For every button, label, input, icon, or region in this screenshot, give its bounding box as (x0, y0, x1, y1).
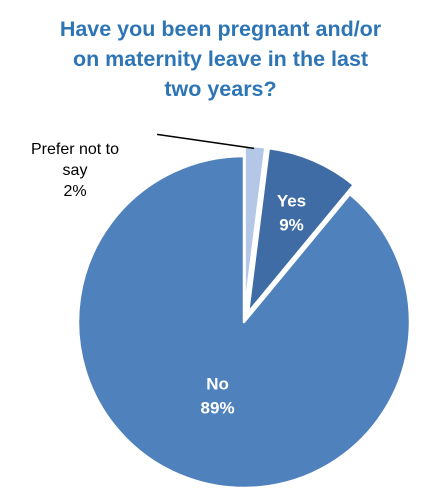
leader-line-prefer-not-to-say (156, 133, 255, 150)
chart-title-line-2: on maternity leave in the last (72, 47, 369, 71)
chart-title-line-1: Have you been pregnant and/or (59, 17, 382, 41)
slice-label-yes: Yes 9% (277, 191, 306, 234)
slice-label-prefer-not-to-say: Prefer not to say 2% (31, 141, 119, 200)
pie-slice-prefer-not-to-say (243, 144, 267, 314)
pie-slice-yes (246, 146, 356, 315)
pie-slice-no (76, 154, 412, 490)
chart-title: Have you been pregnant and/or on materni… (20, 14, 421, 104)
pie-labels: Prefer not to say 2% Yes 9% No 89% (31, 133, 306, 417)
chart-title-line-3: two years? (164, 77, 277, 101)
slice-label-no: No 89% (201, 374, 235, 417)
pie-slices (76, 144, 412, 490)
